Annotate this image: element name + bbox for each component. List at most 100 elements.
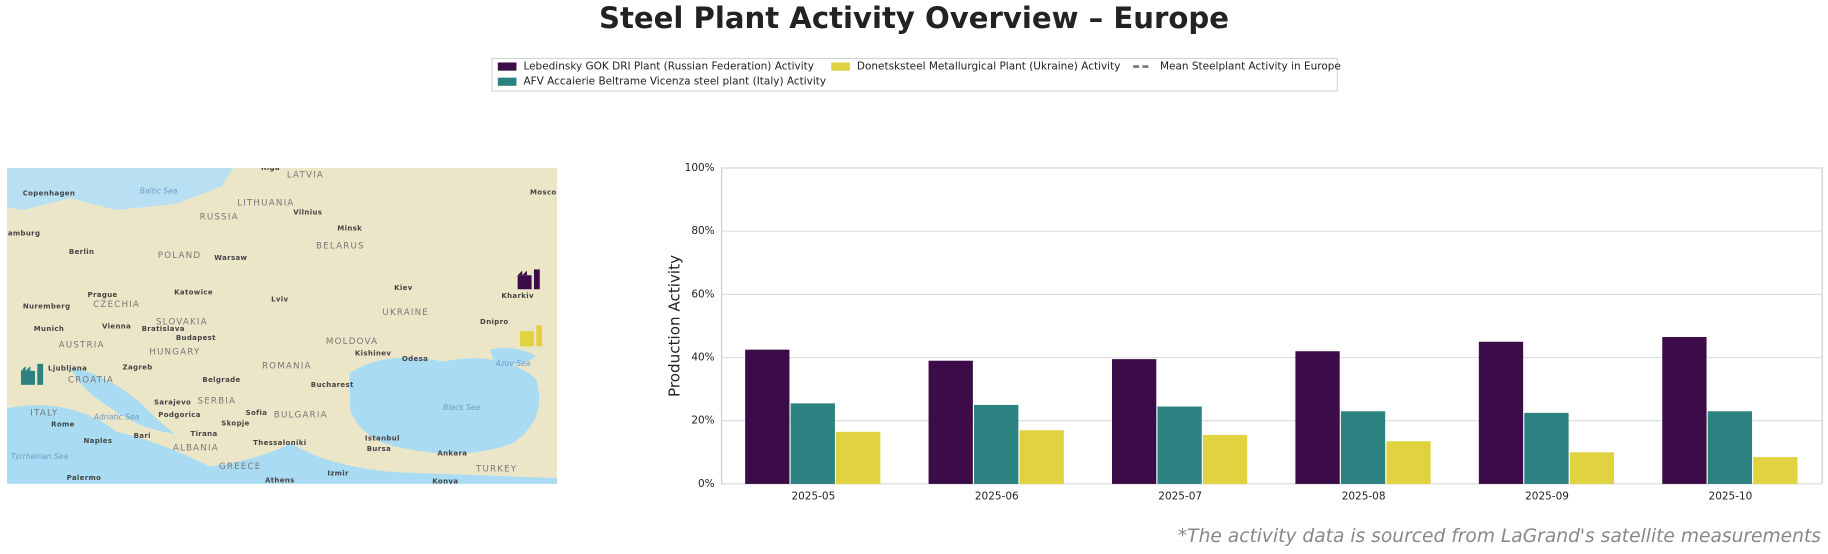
legend-label: Lebedinsky GOK DRI Plant (Russian Federa…: [523, 61, 814, 73]
x-tick-label: 2025-05: [791, 491, 835, 503]
bar: [1478, 341, 1524, 484]
map-label: Katowice: [174, 289, 213, 297]
map-label: Belgrade: [202, 376, 240, 384]
bar: [1662, 337, 1707, 484]
legend-label: Mean Steelplant Activity in Europe: [1160, 61, 1341, 73]
map-label: Athens: [265, 476, 295, 484]
legend-swatch: [831, 62, 850, 71]
map-label: SERBIA: [198, 397, 237, 407]
x-tick-label: 2025-09: [1525, 491, 1569, 503]
footnote: *The activity data is sourced from LaGra…: [1178, 526, 1821, 547]
map-label: Minsk: [337, 225, 362, 233]
map-label: Munich: [34, 325, 65, 333]
map-label: Kharkiv: [501, 292, 534, 300]
map-label: Sarajevo: [154, 398, 191, 406]
bar: [1157, 406, 1202, 484]
map-label: Tyrrhenian Sea: [11, 452, 68, 461]
bar: [836, 431, 881, 484]
map-label: Kiev: [394, 284, 413, 292]
map-label: ROMANIA: [262, 362, 312, 372]
map-label: CROATIA: [68, 376, 114, 386]
bar: [790, 403, 835, 484]
x-tick-label: 2025-06: [975, 491, 1019, 503]
map-label: Black Sea: [443, 403, 480, 412]
legend-swatch: [497, 77, 517, 86]
map-label: Ankara: [437, 450, 467, 458]
plot-frame: [721, 167, 1823, 485]
bar: [1019, 430, 1064, 484]
map-label: HUNGARY: [149, 348, 200, 358]
map-label: TURKEY: [475, 464, 517, 474]
map-label: SLOVAKIA: [156, 317, 208, 327]
chart-title: Steel Plant Activity Overview – Europe: [599, 1, 1229, 35]
x-tick-label: 2025-10: [1709, 491, 1753, 503]
map-label: Baltic Sea: [140, 186, 178, 195]
map-label: Hamburg: [2, 229, 41, 237]
map-label: Warsaw: [214, 254, 247, 262]
map-label: Azov Sea: [495, 359, 531, 368]
map-label: Bratislava: [142, 325, 185, 333]
bar: [1707, 411, 1753, 484]
map-label: RUSSIA: [200, 212, 239, 222]
x-tick-label: 2025-08: [1342, 491, 1386, 503]
map-label: Copenhagen: [23, 190, 76, 198]
map-label: Mosco: [530, 188, 557, 196]
bar: [1524, 412, 1569, 484]
map-label: Riga: [261, 164, 280, 172]
x-tick-label: 2025-07: [1158, 491, 1202, 503]
legend-swatch: [497, 62, 517, 71]
map-label: Budapest: [176, 334, 216, 342]
y-tick-label: 40%: [691, 352, 714, 364]
map-label: Berlin: [69, 248, 94, 256]
map-label: Nuremberg: [23, 303, 71, 311]
map-label: ALBANIA: [173, 443, 219, 453]
map-label: Lviv: [271, 296, 288, 304]
map-label: Sofia: [246, 409, 268, 417]
map-label: ITALY: [30, 408, 58, 418]
y-tick-label: 20%: [691, 415, 714, 427]
map-label: UKRAINE: [382, 308, 429, 318]
map-label: Dnipro: [480, 318, 509, 326]
map-label: BULGARIA: [274, 411, 328, 421]
map-label: GREECE: [219, 462, 261, 472]
map-label: Palermo: [67, 474, 102, 482]
y-tick-label: 100%: [685, 162, 715, 174]
map-label: Bari: [134, 432, 151, 440]
map-label: Prague: [88, 291, 118, 299]
y-tick-label: 0%: [698, 478, 715, 490]
bar: [1295, 351, 1340, 484]
map-label: Bucharest: [311, 381, 354, 389]
map-label: Podgorica: [158, 411, 201, 419]
map-label: Tirana: [190, 430, 217, 438]
map-label: Vilnius: [293, 208, 322, 216]
map-label: Rome: [51, 420, 75, 428]
map-label: Odesa: [402, 355, 428, 363]
y-tick-label: 60%: [691, 288, 714, 300]
map-label: MOLDOVA: [326, 337, 378, 347]
bar: [1111, 359, 1157, 484]
legend-label: AFV Accaierie Beltrame Vicenza steel pla…: [523, 76, 826, 88]
legend: [491, 57, 1338, 92]
bar: [1569, 452, 1615, 484]
bar: [1202, 434, 1248, 484]
map-label: BELARUS: [316, 242, 365, 252]
map-label: Konya: [432, 478, 458, 486]
bar: [1386, 441, 1431, 484]
map-label: Vienna: [102, 323, 131, 331]
map-label: LITHUANIA: [237, 198, 294, 208]
map-label: Izmir: [327, 469, 349, 477]
y-axis-label: Production Activity: [666, 255, 684, 397]
map-label: Ljubljana: [48, 365, 87, 373]
map-label: Naples: [83, 437, 112, 445]
map-label: Kishinev: [355, 349, 391, 357]
map-label: LATVIA: [287, 170, 324, 180]
bar: [1753, 457, 1798, 484]
bar: [1340, 411, 1386, 484]
legend-label: Donetsksteel Metallurgical Plant (Ukrain…: [857, 61, 1121, 73]
map-label: Zagreb: [123, 363, 153, 371]
map-label: POLAND: [158, 251, 201, 261]
map-label: Skopje: [221, 419, 250, 427]
bar: [745, 349, 790, 484]
